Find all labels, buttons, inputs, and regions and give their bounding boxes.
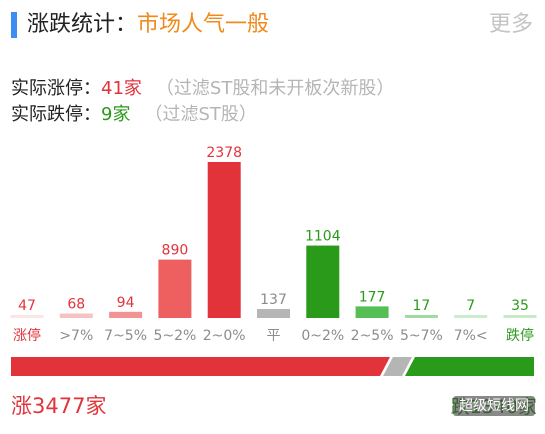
limit-up-label: 实际涨停： xyxy=(11,78,101,99)
category-label: 2~5% xyxy=(351,328,394,344)
bar-1 xyxy=(59,313,93,318)
bar-7 xyxy=(355,306,389,318)
down-segment xyxy=(405,357,534,376)
bar-value-label: 177 xyxy=(359,289,386,305)
category-label: 7%< xyxy=(454,328,488,344)
bar-value-label: 1104 xyxy=(305,229,341,245)
bar-3 xyxy=(158,259,192,318)
bar-8 xyxy=(404,315,438,318)
category-label: 涨停 xyxy=(13,327,41,344)
bar-value-label: 17 xyxy=(412,298,430,314)
bar-value-label: 890 xyxy=(162,243,189,259)
category-label: 7~5% xyxy=(104,328,147,344)
market-sentiment: 市场人气一般 xyxy=(137,12,270,37)
bar-9 xyxy=(454,315,488,318)
limit-down-stat: 实际跌停：9家 （过滤ST股） xyxy=(11,103,257,127)
bar-value-label: 137 xyxy=(260,292,287,308)
bar-value-label: 47 xyxy=(18,298,36,314)
bar-value-label: 35 xyxy=(511,298,529,314)
up-down-ratio-bar xyxy=(11,357,534,376)
limit-down-label: 实际跌停： xyxy=(11,104,101,125)
category-label: 5~2% xyxy=(153,328,196,344)
up-segment xyxy=(11,357,390,376)
limit-up-stat: 实际涨停：41家 （过滤ST股和未开板次新股） xyxy=(11,77,394,101)
limit-down-count: 9家 xyxy=(101,104,131,125)
up-total: 涨3477家 xyxy=(11,394,107,418)
bar-value-label: 2378 xyxy=(206,145,242,161)
category-label: 平 xyxy=(267,328,281,344)
bar-value-label: 94 xyxy=(117,295,135,311)
header-accent-bar xyxy=(11,12,17,38)
limit-up-note: （过滤ST股和未开板次新股） xyxy=(155,78,395,99)
bar-0 xyxy=(10,314,44,318)
category-label: >7% xyxy=(59,328,93,344)
title-prefix: 涨跌统计： xyxy=(27,12,138,37)
flat-segment xyxy=(383,357,412,376)
bar-value-label: 7 xyxy=(466,298,475,314)
category-label: 2~0% xyxy=(203,328,246,344)
category-label: 5~7% xyxy=(400,328,443,344)
bar-value-label: 68 xyxy=(67,297,85,313)
more-button[interactable]: 更多 xyxy=(488,12,533,37)
bar-6 xyxy=(306,245,340,318)
page-title: 涨跌统计：市场人气一般 xyxy=(27,10,269,40)
bar-10 xyxy=(503,315,537,318)
category-label: 0~2% xyxy=(301,328,344,344)
bar-5 xyxy=(257,309,290,318)
limit-up-count: 41家 xyxy=(101,78,142,99)
bar-2 xyxy=(109,311,143,318)
category-label: 跌停 xyxy=(506,327,534,344)
limit-down-note: （过滤ST股） xyxy=(144,104,257,125)
watermark: 超级短线网 xyxy=(453,396,535,416)
bar-4 xyxy=(207,162,241,318)
distribution-chart: 47 涨停 68 >7% 94 7~5% 890 5~2% 2378 2~0% 137 平 1104 0~… xyxy=(10,145,537,344)
